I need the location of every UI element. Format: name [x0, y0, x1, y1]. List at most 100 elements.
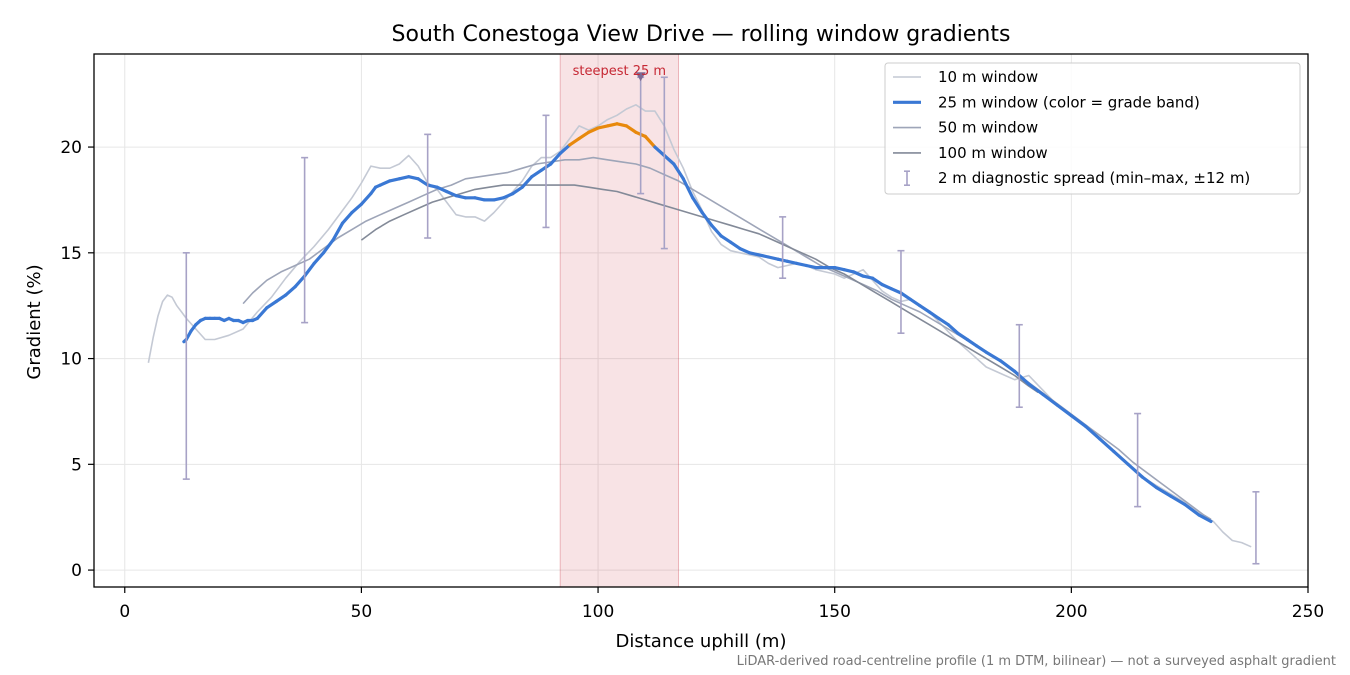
series-25m-segment: [918, 304, 932, 314]
series-25m-segment: [303, 261, 316, 278]
series-25m-segment: [1183, 502, 1201, 517]
series-25m-segment: [766, 255, 780, 261]
series-25m-segment: [681, 177, 695, 200]
series-25m-segment: [1098, 437, 1116, 454]
steepest-window-band: [559, 53, 680, 588]
series-25m-segment: [605, 122, 619, 128]
series-25m-segment: [908, 297, 922, 308]
series-25m-segment: [804, 263, 818, 270]
y-tick-label: 10: [60, 350, 82, 370]
series-25m-segment: [1027, 382, 1045, 397]
x-tick-label: 150: [818, 602, 850, 622]
series-25m-segment: [1112, 450, 1130, 466]
series-25m-segment: [577, 130, 591, 141]
series-25m-segment: [653, 145, 666, 158]
series-25m-segment: [747, 251, 761, 257]
plot-area: steepest 25 m 0 50 100 150 200 250 0 5 10 15 20 10 m…: [60, 53, 1324, 622]
legend: 10 m window 25 m window (color = grade ba…: [884, 62, 1301, 195]
x-tick-label: 200: [1055, 602, 1087, 622]
x-tick-label: 100: [582, 602, 614, 622]
series-25m-segment: [795, 261, 808, 268]
series-25m-segment: [662, 153, 676, 166]
legend-entry-100m-label: 100 m window: [938, 144, 1048, 162]
series-25m-segment: [927, 310, 941, 320]
y-tick-label: 0: [71, 561, 82, 581]
y-axis-label: Gradient (%): [24, 264, 45, 379]
plot-frame: [93, 53, 1309, 588]
steepest-label: steepest 25 m: [573, 64, 666, 79]
series-25m-segment: [1041, 392, 1059, 407]
series-25m-segment: [454, 194, 468, 200]
series-25m-segment: [1012, 369, 1031, 386]
series-25m-segment: [624, 124, 638, 134]
series-25m-segment: [842, 268, 856, 274]
series-25m-segment: [899, 291, 913, 301]
series-25m-segment: [1126, 462, 1144, 479]
series-25m-segment: [511, 185, 524, 196]
series-25m-segment: [473, 196, 487, 202]
y-tick-label: 5: [71, 455, 82, 475]
chart-title: South Conestoga View Drive — rolling win…: [392, 22, 1011, 47]
series-25m-segment: [889, 287, 903, 295]
series-25m-segment: [255, 306, 269, 320]
series-25m-segment: [728, 240, 742, 251]
series-25m-segment: [549, 151, 562, 166]
series-25m-segment: [397, 175, 411, 181]
series-25m-segment: [359, 192, 373, 206]
series-25m-segment: [586, 126, 600, 134]
series-25m-segment: [1154, 486, 1173, 498]
series-25m-segment: [965, 337, 979, 348]
series-25m-segment: [340, 211, 354, 225]
series-25m-segment: [445, 189, 458, 198]
series-25m-segment: [643, 134, 657, 149]
series-25m-segment: [880, 282, 894, 291]
x-tick-label: 250: [1292, 602, 1324, 622]
series-25m-segment: [937, 316, 950, 327]
series-25m-segment: [492, 196, 505, 202]
series-25m-segment: [312, 251, 326, 265]
x-tick-label: 0: [119, 602, 130, 622]
series-25m-segment: [975, 344, 988, 354]
series-25m-segment: [558, 143, 572, 155]
series-25m-segment: [1083, 424, 1102, 441]
series-25m-segment: [691, 196, 704, 215]
series-25m-segment: [274, 293, 288, 304]
series-25m-segment: [435, 185, 449, 194]
series-25m-segment: [861, 274, 875, 280]
series-25m-segment: [568, 137, 581, 147]
series-25m-segment: [870, 276, 884, 287]
series-25m-segment: [672, 162, 685, 181]
series-25m-segment: [426, 183, 439, 189]
series-25m-segment: [596, 124, 610, 130]
x-axis-label: Distance uphill (m): [616, 631, 787, 652]
series-25m-segment: [407, 175, 420, 181]
series-25m-segment: [757, 253, 771, 259]
legend-entry-25m-label: 25 m window (color = grade band): [938, 93, 1200, 111]
series-25m-segment: [1140, 475, 1159, 490]
series-25m-segment: [331, 221, 345, 242]
series-25m-segment: [946, 323, 960, 335]
y-tick-label: 15: [60, 244, 82, 264]
legend-frame: [884, 62, 1301, 195]
series-25m-segment: [1169, 494, 1187, 507]
series-25m-segment: [851, 270, 865, 278]
series-25m-segment: [284, 285, 297, 297]
steepest-marker: [635, 72, 646, 82]
series-25m-segment: [378, 179, 392, 187]
series-25m-segment: [998, 359, 1017, 373]
series-25m-segment: [615, 122, 629, 128]
x-tick-label: 50: [351, 602, 373, 622]
series-25m-segment: [785, 259, 799, 265]
series-25m-segment: [501, 192, 515, 200]
series-25m-segment: [984, 350, 1003, 363]
series-25m-segment: [1055, 403, 1074, 418]
series-25m-segment: [719, 234, 733, 244]
series-25m-segment: [833, 266, 846, 272]
series-25m-segment: [1197, 513, 1213, 524]
legend-entry-50m-label: 50 m window: [938, 119, 1038, 137]
footnote: LiDAR-derived road-centreline profile (1…: [737, 654, 1336, 669]
series-25m-segment: [956, 331, 969, 342]
series-25m-segment: [416, 177, 430, 187]
series-25m-segment: [738, 247, 752, 255]
